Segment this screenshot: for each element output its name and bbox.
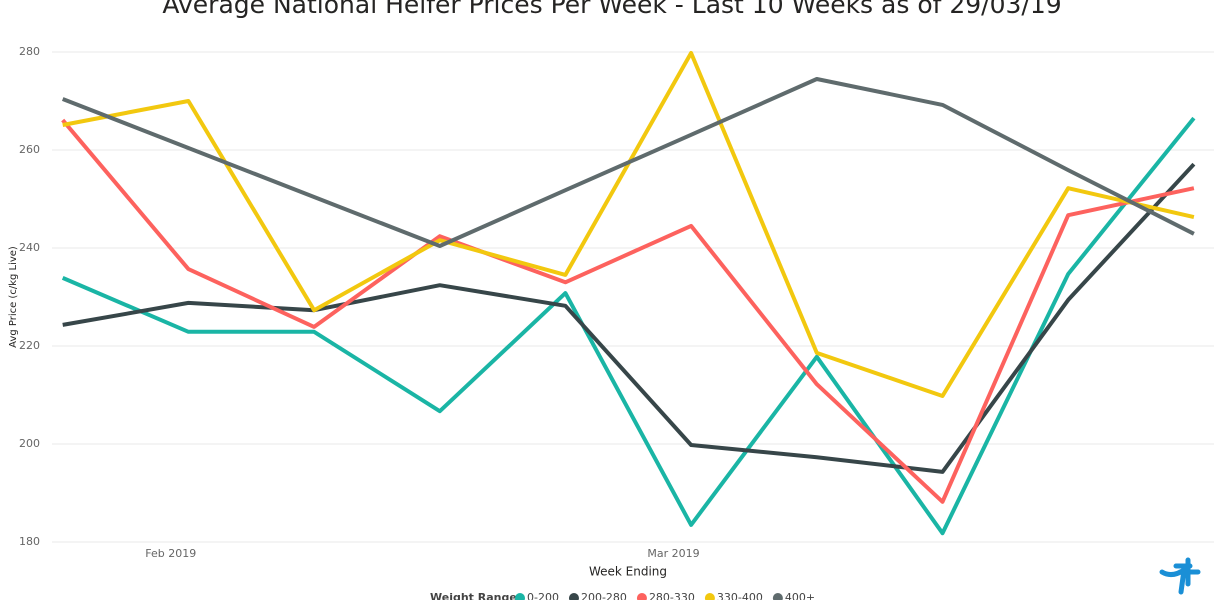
- series-line: [61, 118, 1195, 504]
- y-tick-label: 240: [19, 241, 40, 254]
- y-axis-title: Avg Price (c/kg Live): [8, 246, 19, 348]
- series-line: [61, 77, 1195, 248]
- y-tick-label: 220: [19, 339, 40, 352]
- x-tick-label: Mar 2019: [647, 547, 699, 560]
- logo: [1159, 557, 1201, 595]
- series-line: [62, 51, 1195, 398]
- legend-marker: [704, 593, 715, 600]
- y-tick-label: 200: [19, 437, 40, 450]
- series-line: [61, 116, 1196, 536]
- legend: Weight Range 0-200 200-280 280-330 330-400 40…: [430, 591, 815, 600]
- x-tick-label: Feb 2019: [145, 547, 196, 560]
- legend-label: 400+: [785, 591, 815, 600]
- legend-marker: [772, 593, 783, 600]
- legend-label: 330-400: [717, 591, 763, 600]
- legend-label: 280-330: [649, 591, 695, 600]
- series-line: [62, 162, 1196, 474]
- grid: [52, 51, 1214, 543]
- legend-marker: [636, 593, 647, 600]
- chart-title: Average National Heifer Prices Per Week …: [162, 0, 1061, 19]
- legend-title: Weight Range: [430, 591, 517, 600]
- y-tick-label: 180: [19, 535, 40, 548]
- legend-marker: [568, 593, 579, 600]
- legend-label: 0-200: [527, 591, 559, 600]
- x-axis-title: Week Ending: [589, 565, 667, 579]
- y-tick-label: 260: [19, 143, 40, 156]
- legend-marker: [515, 593, 525, 600]
- legend-label: 200-280: [581, 591, 627, 600]
- y-tick-label: 280: [19, 45, 40, 58]
